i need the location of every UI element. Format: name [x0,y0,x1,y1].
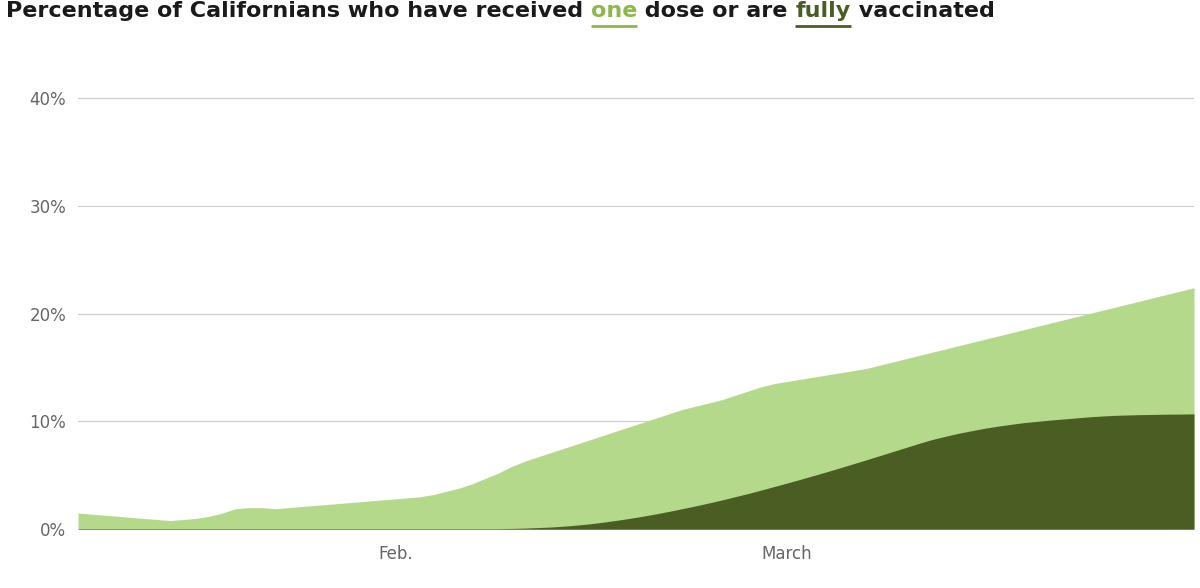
Text: one: one [590,1,637,21]
Text: vaccinated: vaccinated [851,1,995,21]
Text: fully: fully [796,1,851,21]
Text: dose or are: dose or are [637,1,796,21]
Text: Percentage of Californians who have received: Percentage of Californians who have rece… [6,1,590,21]
